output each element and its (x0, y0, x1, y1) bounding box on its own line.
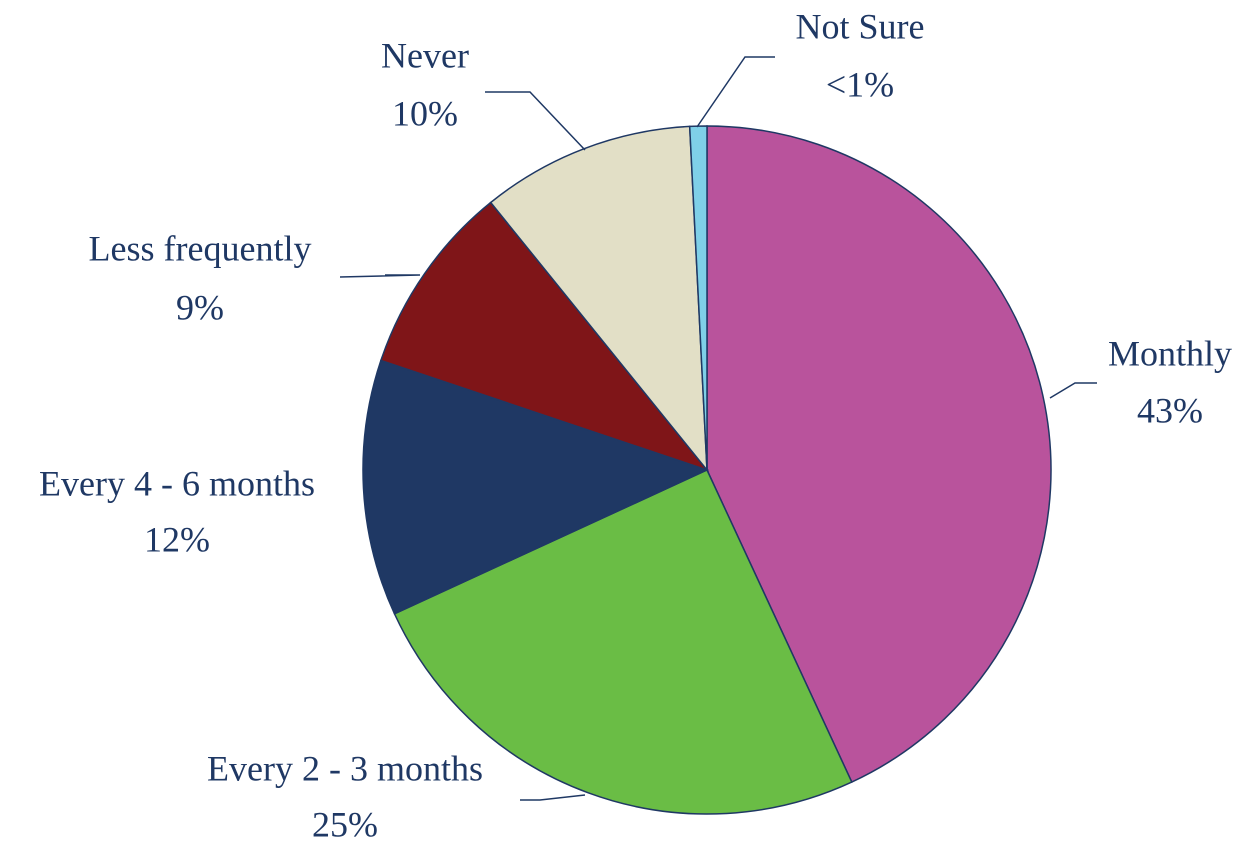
value-label: <1% (826, 64, 894, 104)
slice-label: Never (381, 35, 469, 75)
leader-line (485, 91, 586, 151)
leader-line (1049, 382, 1097, 399)
value-label: 10% (392, 93, 458, 133)
leader-line (339, 274, 421, 278)
pie-slice (706, 125, 1052, 784)
leader-line (520, 794, 586, 801)
pie-slice (362, 359, 710, 615)
value-label: 9% (176, 287, 224, 327)
slice-label: Monthly (1108, 333, 1232, 373)
slice-label: Every 2 - 3 months (207, 748, 483, 788)
slice-label: Every 4 - 6 months (39, 463, 315, 503)
slice-label: Not Sure (796, 6, 925, 46)
pie-slice (379, 201, 710, 472)
value-label: 12% (144, 519, 210, 559)
value-label: 43% (1137, 390, 1203, 430)
value-label: 25% (312, 804, 378, 844)
slice-label: Less frequently (89, 228, 312, 268)
pie-slice (393, 469, 853, 815)
leader-line (696, 56, 775, 128)
